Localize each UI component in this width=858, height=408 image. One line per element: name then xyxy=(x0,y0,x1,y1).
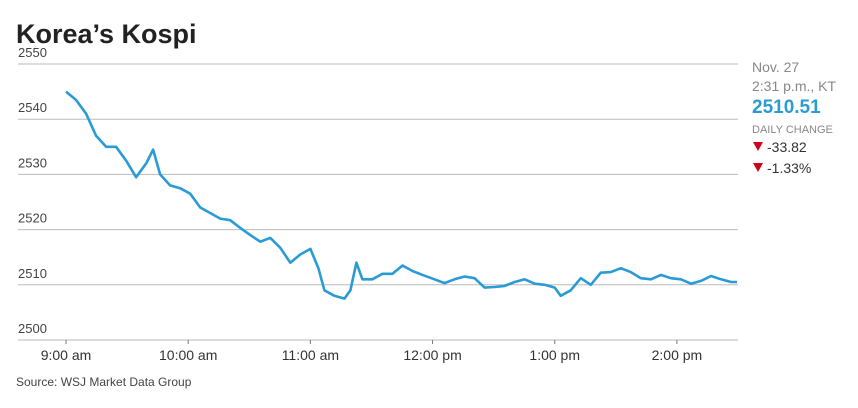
x-tick-label: 10:00 am xyxy=(159,347,217,363)
change-pct: -1.33% xyxy=(767,160,811,176)
last-value: 2510.51 xyxy=(752,97,821,118)
x-tick-label: 12:00 pm xyxy=(403,347,461,363)
chart-title: Korea’s Kospi xyxy=(16,19,197,49)
price-line xyxy=(65,90,737,300)
date: Nov. 27 xyxy=(752,59,799,75)
x-tick-label: 1:00 pm xyxy=(529,347,580,363)
x-tick-label: 9:00 am xyxy=(41,347,92,363)
change-label: DAILY CHANGE xyxy=(752,124,833,136)
time: 2:31 p.m., KT xyxy=(752,78,836,94)
down-arrow xyxy=(753,142,763,151)
source: Source: WSJ Market Data Group xyxy=(16,375,192,389)
y-tick-label: 2540 xyxy=(18,100,47,115)
change: -33.82 xyxy=(767,139,807,155)
down-arrow xyxy=(753,163,763,172)
x-tick-label: 2:00 pm xyxy=(652,347,703,363)
y-tick-label: 2550 xyxy=(18,45,47,60)
y-tick-label: 2530 xyxy=(18,155,47,170)
y-tick-label: 2500 xyxy=(18,321,47,336)
y-tick-label: 2510 xyxy=(18,266,47,281)
y-tick-label: 2520 xyxy=(18,211,47,226)
x-tick-label: 11:00 am xyxy=(282,347,339,363)
